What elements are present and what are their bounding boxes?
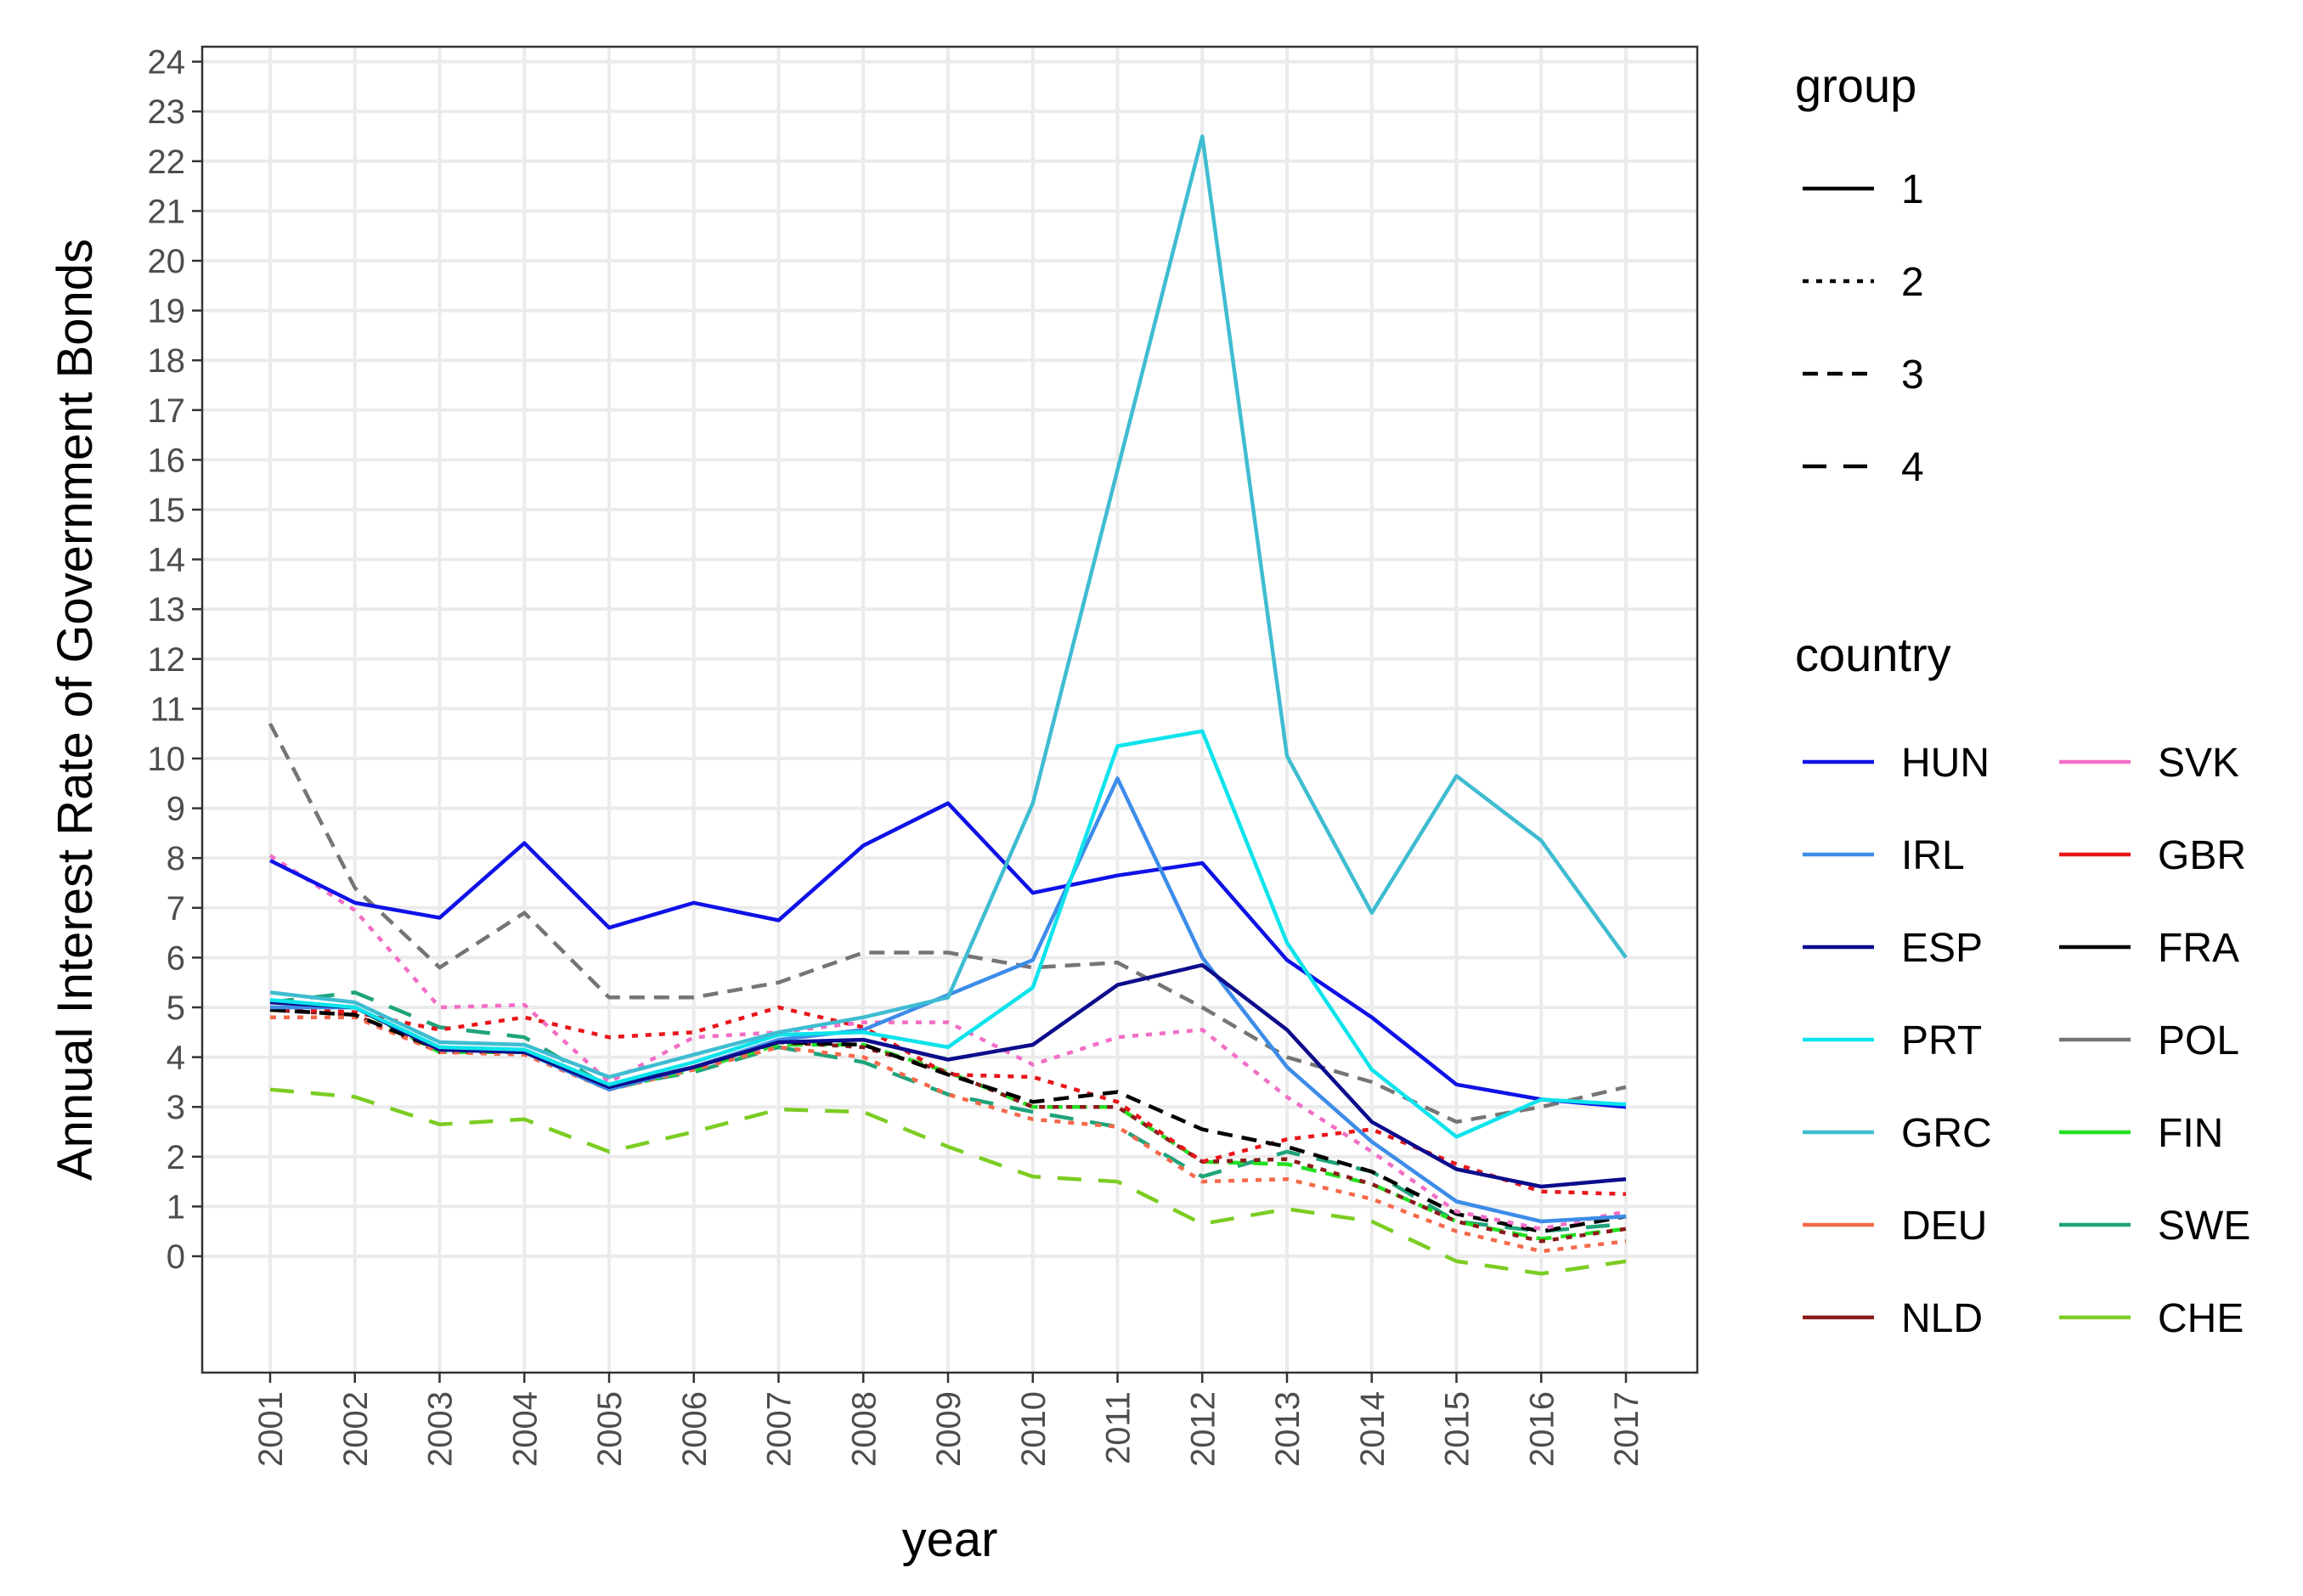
series-line-swe (269, 990, 1627, 1233)
y-tick-label: 24 (148, 44, 186, 82)
y-tick-label: 19 (148, 293, 186, 330)
y-tick-label: 7 (167, 890, 185, 928)
y-tick-label: 18 (148, 342, 186, 380)
y-tick-label: 12 (148, 641, 186, 679)
legend-group-label-4: 4 (1901, 445, 1924, 490)
x-tick-label: 2014 (1354, 1391, 1391, 1467)
legend-country-label-prt: PRT (1901, 1018, 1982, 1063)
y-tick-label: 20 (148, 243, 186, 280)
x-tick-label: 2002 (337, 1391, 375, 1467)
x-tick-label: 2011 (1100, 1391, 1137, 1464)
legend-group-label-1: 1 (1901, 167, 1924, 212)
y-tick-label: 13 (148, 591, 186, 629)
x-axis-title: year (902, 1512, 998, 1567)
legend-country-label-deu: DEU (1901, 1204, 1987, 1249)
y-tick-label: 17 (148, 392, 186, 430)
legend-group: group 1 2 3 4 (1795, 59, 1924, 490)
legend-country-label-svk: SVK (2158, 741, 2239, 786)
y-tick-label: 5 (167, 990, 185, 1027)
y-axis-title: Annual Interest Rate of Government Bonds (48, 239, 103, 1181)
x-tick-label: 2008 (845, 1391, 883, 1467)
legend-country-title: country (1795, 628, 1951, 681)
x-tick-label: 2005 (591, 1391, 629, 1467)
legend-country-label-irl: IRL (1901, 833, 1965, 878)
legend-group-label-3: 3 (1901, 352, 1924, 398)
y-tick-label: 10 (148, 741, 186, 778)
series-line-svk (268, 854, 1627, 1232)
legend-country-label-swe: SWE (2158, 1204, 2250, 1249)
series-line-pol (268, 722, 1627, 1125)
y-tick-label: 8 (167, 840, 185, 877)
series-line-grc (269, 134, 1628, 1080)
y-tick-label: 16 (148, 442, 186, 479)
legend-group-title: group (1795, 59, 1916, 112)
y-tick-label: 21 (148, 193, 186, 230)
series-line-deu (270, 1015, 1627, 1254)
legend-group-label-2: 2 (1901, 260, 1924, 305)
y-tick-label: 4 (167, 1040, 185, 1077)
legend-country-label-hun: HUN (1901, 741, 1990, 786)
y-tick-label: 15 (148, 492, 186, 529)
legend-country-label-fin: FIN (2158, 1111, 2223, 1156)
series-lines (268, 134, 1628, 1276)
y-tick-label: 23 (148, 93, 186, 131)
y-tick-label: 1 (167, 1188, 185, 1226)
x-tick-label: 2006 (676, 1391, 714, 1467)
legend-country-label-pol: POL (2158, 1018, 2239, 1063)
x-tick-label: 2012 (1184, 1391, 1222, 1467)
legend-country-label-che: CHE (2158, 1296, 2244, 1341)
y-tick-label: 0 (167, 1238, 185, 1276)
x-tick-label: 2004 (506, 1391, 544, 1467)
legend-country-label-esp: ESP (1901, 926, 1983, 971)
y-tick-label: 22 (148, 144, 186, 181)
x-tick-label: 2010 (1015, 1391, 1053, 1467)
legend-country-label-grc: GRC (1901, 1111, 1992, 1156)
legend-country-label-nld: NLD (1901, 1296, 1983, 1341)
x-tick-label: 2013 (1269, 1391, 1307, 1467)
x-tick-label: 2016 (1523, 1391, 1561, 1467)
y-tick-label: 6 (167, 939, 185, 977)
x-tick-label: 2007 (761, 1391, 799, 1467)
series-line-che (269, 1087, 1627, 1276)
legend-country: country HUN IRL ESP PRT GRC DEU NLD SVK GBR FRA PO… (1795, 628, 2250, 1341)
series-line-esp (269, 962, 1627, 1189)
x-axis: 2001 2002 2003 2004 2005 2006 2007 2008 2009 2010… (252, 1373, 1645, 1467)
x-tick-label: 2001 (252, 1391, 290, 1467)
x-tick-label: 2015 (1439, 1391, 1476, 1467)
y-tick-label: 14 (148, 542, 186, 579)
y-tick-label: 9 (167, 791, 185, 828)
x-tick-label: 2009 (930, 1391, 968, 1467)
y-tick-label: 11 (150, 691, 185, 728)
series-line-hun (268, 801, 1627, 1109)
x-tick-label: 2017 (1608, 1391, 1645, 1467)
x-tick-label: 2003 (422, 1391, 460, 1467)
legend-country-label-fra: FRA (2158, 926, 2239, 971)
legend-country-label-gbr: GBR (2158, 833, 2246, 878)
y-tick-label: 2 (167, 1139, 185, 1176)
y-tick-label: 3 (167, 1089, 185, 1126)
series-line-prt (269, 729, 1627, 1139)
